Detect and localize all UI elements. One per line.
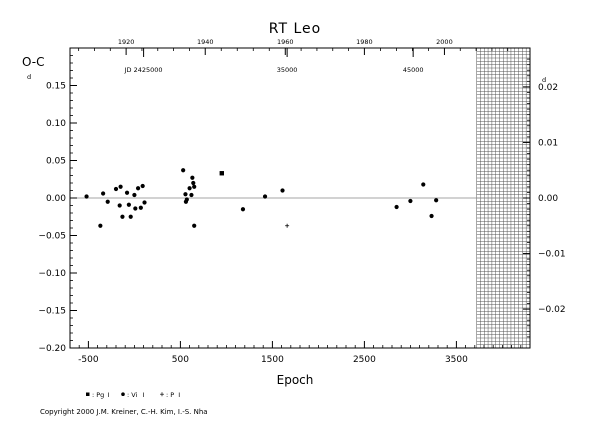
legend-marker-plus [160, 392, 164, 397]
data-point-vi [113, 186, 119, 192]
data-point-vi [98, 223, 103, 228]
x-tick-label: 2500 [353, 355, 376, 365]
data-point-vi [126, 202, 131, 207]
data-point-vi [408, 198, 413, 204]
y-axis-unit-right: d [542, 76, 546, 84]
y-tick-label: −0.05 [38, 232, 66, 242]
data-point-vi [421, 182, 426, 187]
data-point-vi [124, 190, 130, 195]
data-point-vi [120, 214, 125, 219]
data-point-vi [280, 188, 285, 193]
legend-suffix: I [178, 391, 180, 399]
right-tick-label: 0.01 [538, 138, 558, 148]
data-point-vi [135, 186, 141, 191]
legend-label: : Pg [92, 391, 104, 399]
right-tick-label: −0.02 [538, 305, 566, 315]
y-tick-label: 0.10 [46, 119, 66, 129]
data-point-vi [117, 203, 122, 208]
data-point-vi [133, 206, 138, 211]
top-year-label: 1960 [277, 38, 294, 46]
data-point-pg [219, 171, 224, 176]
data-point-vi [128, 214, 133, 219]
data-point-vi [192, 184, 197, 189]
x-tick-label: 500 [172, 355, 189, 365]
jd-label: 35000 [277, 66, 298, 74]
legend-marker-circle [121, 392, 125, 397]
y-tick-label: −0.15 [38, 307, 66, 317]
data-point-vi [118, 184, 123, 189]
data-point-vi [434, 198, 439, 203]
x-tick-label: 3500 [445, 355, 468, 365]
y-tick-label: 0.05 [46, 157, 66, 167]
chart-title: RT Leo [269, 21, 321, 37]
legend: : Pg I : Vi I : P I [86, 391, 180, 399]
top-year-label: 1920 [118, 38, 135, 46]
data-point-p [285, 223, 290, 228]
top-year-label: 1980 [356, 38, 373, 46]
right-tick-label: 0.00 [538, 194, 558, 204]
data-point-vi [105, 199, 110, 204]
x-tick-label: -500 [78, 355, 99, 365]
data-point-vi [429, 213, 434, 219]
right-tick-label: 0.02 [538, 83, 558, 93]
data-point-vi [262, 194, 268, 199]
data-point-vi [138, 205, 143, 210]
data-point-vi [192, 223, 197, 228]
y-tick-label: −0.20 [38, 344, 66, 354]
top-year-label: 2000 [436, 38, 453, 46]
y-tick-label: 0.15 [46, 82, 66, 92]
data-point-vi [189, 192, 194, 198]
data-point-vi [184, 197, 189, 202]
top-year-label: 1940 [197, 38, 214, 46]
y-axis-unit-left: d [27, 73, 31, 81]
data-point-vi [142, 200, 147, 205]
copyright-text: Copyright 2000 J.M. Kreiner, C.-H. Kim, … [40, 408, 208, 416]
x-tick-label: 1500 [261, 355, 284, 365]
data-point-vi [101, 191, 106, 196]
data-point-vi [191, 180, 196, 186]
legend-label: : P [166, 391, 174, 399]
jd-label: 45000 [403, 66, 424, 74]
data-point-vi [187, 186, 192, 191]
y-axis-title: O-C [22, 55, 45, 69]
data-point-vi [132, 192, 137, 198]
x-axis-title: Epoch [277, 373, 314, 387]
data-point-vi [190, 175, 195, 180]
data-point-vi [140, 183, 145, 189]
y-tick-label: −0.10 [38, 269, 66, 279]
jd-label: JD 2425000 [124, 66, 163, 74]
legend-marker-square [86, 392, 90, 396]
data-point-vi [181, 168, 186, 173]
data-point-vi [84, 194, 89, 199]
legend-suffix: I [108, 391, 110, 399]
data-point-vi [183, 192, 188, 197]
legend-suffix: I [143, 391, 145, 399]
y-tick-label: 0.00 [46, 194, 66, 204]
data-point-vi [240, 207, 246, 212]
right-tick-label: −0.01 [538, 250, 566, 260]
data-point-vi [394, 204, 399, 210]
legend-label: : Vi [127, 391, 138, 399]
